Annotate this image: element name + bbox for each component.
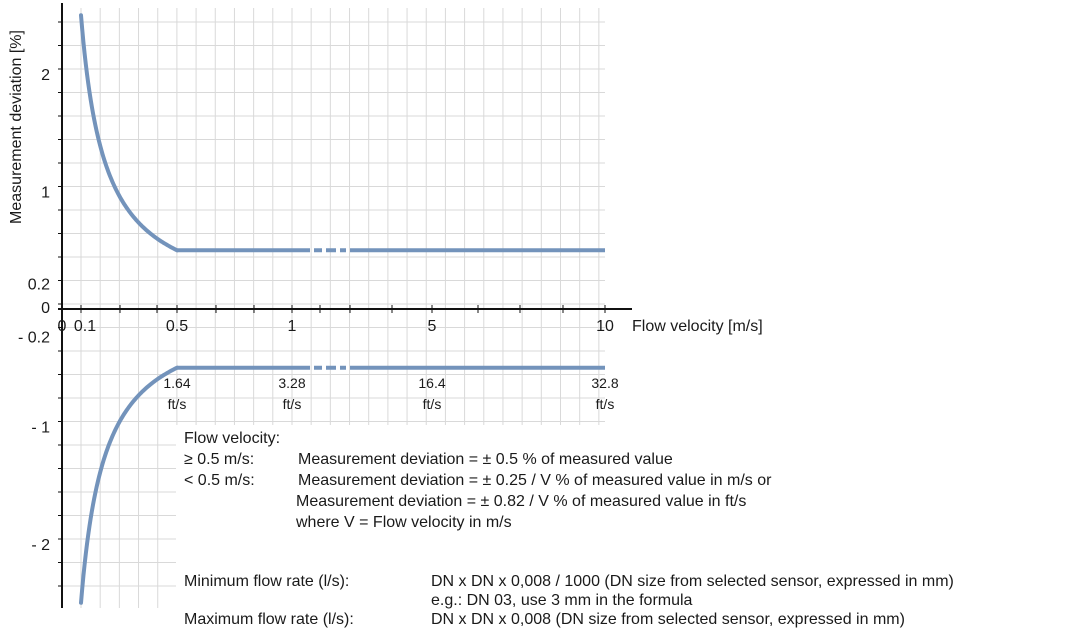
y-axis-title: Measurement deviation [%]	[8, 30, 25, 224]
deviation-low-ms-text: Measurement deviation = ± 0.25 / V % of …	[298, 472, 772, 489]
deviation-high-text: Measurement deviation = ± 0.5 % of measu…	[298, 451, 673, 468]
min-flow-label: Minimum flow rate (l/s):	[184, 573, 350, 590]
x-tick-label: 0.5	[166, 318, 188, 335]
x-tick-label: 5	[428, 318, 437, 335]
x-tick-label: 10	[596, 318, 614, 335]
notes-heading: Flow velocity:	[184, 430, 281, 447]
y-tick-label: - 1	[31, 420, 50, 437]
fts-tick-value: 32.8	[591, 375, 618, 391]
x-tick-label: 0	[58, 318, 67, 335]
y-tick-label: 1	[41, 185, 50, 202]
lower-deviation-curve	[79, 365, 179, 605]
y-tick-label: - 2	[31, 537, 50, 554]
tick-labels: 2 1 0.2 0 - 0.2 - 1 - 2 0 0.1 0.5 1 5 10 1.64 ft/s 3.28…	[18, 67, 619, 554]
chart-grid	[62, 8, 605, 608]
y-tick-label: - 0.2	[18, 330, 50, 347]
x-tick-label: 0.1	[74, 318, 96, 335]
min-flow-example: e.g.: DN 03, use 3 mm in the formula	[431, 592, 693, 609]
fts-tick-unit: ft/s	[423, 396, 442, 412]
fts-tick-value: 16.4	[418, 375, 445, 391]
upper-deviation-curve	[79, 13, 179, 253]
fts-tick-unit: ft/s	[168, 396, 187, 412]
chart-axes	[58, 3, 632, 608]
y-tick-label: 0.2	[28, 277, 50, 294]
fts-tick-value: 1.64	[163, 375, 190, 391]
notes-background	[176, 425, 1082, 634]
deviation-low-fts-text: Measurement deviation = ± 0.82 / V % of …	[296, 493, 747, 510]
y-tick-label: 2	[41, 67, 50, 84]
min-flow-formula: DN x DN x 0,008 / 1000 (DN size from sel…	[431, 573, 954, 590]
fts-tick-unit: ft/s	[596, 396, 615, 412]
condition-low: < 0.5 m/s:	[184, 472, 255, 489]
condition-high: ≥ 0.5 m/s:	[184, 451, 255, 468]
fts-tick-value: 3.28	[278, 375, 305, 391]
chart-curves	[79, 13, 605, 605]
velocity-definition: where V = Flow velocity in m/s	[296, 514, 512, 531]
x-axis-title: Flow velocity [m/s]	[632, 318, 763, 335]
max-flow-formula: DN x DN x 0,008 (DN size from selected s…	[431, 611, 905, 628]
max-flow-label: Maximum flow rate (l/s):	[184, 611, 354, 628]
fts-tick-unit: ft/s	[283, 396, 302, 412]
y-tick-label: 0	[41, 300, 50, 317]
x-tick-label: 1	[288, 318, 297, 335]
